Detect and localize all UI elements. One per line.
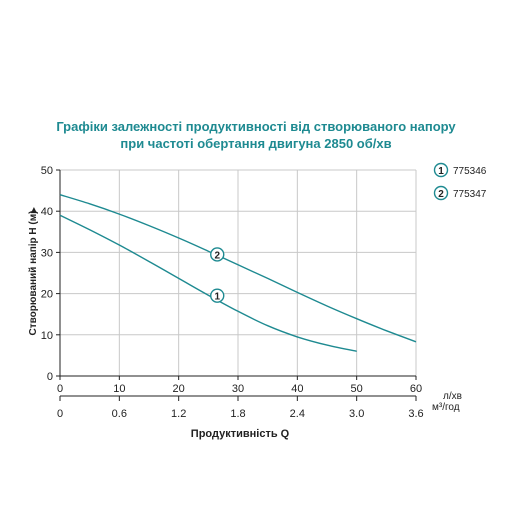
axes: 0 10 20 30 40 50 0 10 20 30 40 50 60 0 0.6 1.2 1.8 2.4 3.0… xyxy=(41,165,424,420)
x2-tick-label: 1.8 xyxy=(230,408,245,420)
legend-marker-label-2: 2 xyxy=(438,189,444,200)
grid xyxy=(59,169,417,377)
legend-marker-2 xyxy=(433,185,449,201)
x-tick-label: 10 xyxy=(113,383,125,395)
legend-entry-775347: 775347 xyxy=(453,189,487,200)
x2-tick-label: 0 xyxy=(57,408,63,420)
x-tick-label: 50 xyxy=(351,383,363,395)
chart-title-line-1: Графіки залежності продуктивності від ст… xyxy=(56,119,456,134)
curve-marker-label-2: 2 xyxy=(214,250,220,261)
series-line-775346 xyxy=(59,214,357,352)
x2-tick-label: 2.4 xyxy=(290,408,305,420)
series-layer xyxy=(59,194,417,352)
x-axis-unit-label: л/хв xyxy=(443,391,462,402)
x-axis-bottom-label: Продуктивність Q xyxy=(191,428,290,440)
x-tick-label: 30 xyxy=(232,383,244,395)
legend-entry-775346: 775346 xyxy=(453,166,487,177)
y-axis-arrow: ▶ xyxy=(29,206,38,213)
x2-tick-label: 1.2 xyxy=(171,408,186,420)
x2-tick-label: 0.6 xyxy=(112,408,127,420)
x-tick-label: 40 xyxy=(291,383,303,395)
x2-axis-unit-label: м³/год xyxy=(432,402,460,413)
curve-marker-circle-1 xyxy=(210,288,225,303)
y-tick-label: 20 xyxy=(41,289,53,301)
curve-marker-circle-2 xyxy=(210,247,225,262)
x-tick-label: 60 xyxy=(410,383,422,395)
x2-tick-label: 3.0 xyxy=(349,408,364,420)
legend: 1 775346 2 775347 xyxy=(433,162,487,201)
chart-title-line-2: при частоті обертання двигуна 2850 об/хв xyxy=(120,136,392,151)
chart-title: Графіки залежності продуктивності від ст… xyxy=(0,118,512,152)
series-line-775347 xyxy=(59,194,417,343)
curve-labels: 12 xyxy=(210,247,225,303)
legend-marker-1 xyxy=(433,162,449,178)
y-tick-label: 10 xyxy=(41,330,53,342)
curve-marker-label-1: 1 xyxy=(214,291,220,302)
y-axis-label: Створюваний напір H (м) xyxy=(28,211,39,336)
x-tick-label: 20 xyxy=(173,383,185,395)
y-tick-label: 0 xyxy=(47,371,53,383)
x-tick-label: 0 xyxy=(57,383,63,395)
y-tick-label: 30 xyxy=(41,247,53,259)
y-tick-label: 50 xyxy=(41,165,53,177)
x2-tick-label: 3.6 xyxy=(408,408,423,420)
y-tick-label: 40 xyxy=(41,206,53,218)
legend-marker-label-1: 1 xyxy=(438,166,444,177)
